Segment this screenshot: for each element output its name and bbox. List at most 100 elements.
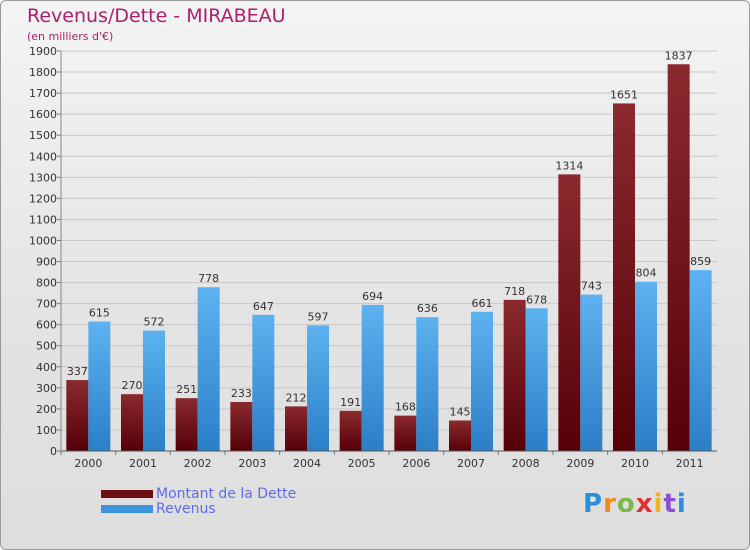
data-label-debt: 251 <box>176 383 197 396</box>
y-tick-label: 1300 <box>29 171 57 184</box>
legend-label-debt: Montant de la Dette <box>156 486 297 502</box>
x-tick-label: 2011 <box>676 457 704 470</box>
y-tick-label: 1800 <box>29 66 57 79</box>
y-axis-ticks: 0 100 200 300 400 500 600 700 800 900 1000 1100 1200… <box>29 45 61 458</box>
y-tick-label: 800 <box>36 277 57 290</box>
bar-revenus <box>471 311 493 451</box>
bar-revenus <box>361 304 384 451</box>
data-label-revenus: 647 <box>253 300 274 313</box>
data-label-revenus: 572 <box>144 316 165 329</box>
bar-revenus <box>525 308 548 451</box>
y-tick-label: 300 <box>36 382 57 395</box>
logo-letter: r <box>603 489 617 519</box>
bar-revenus <box>416 317 439 451</box>
x-tick-label: 2001 <box>129 457 157 470</box>
bar-debt <box>285 406 307 451</box>
x-tick-label: 2010 <box>621 457 649 470</box>
legend-label-revenus: Revenus <box>156 501 216 517</box>
legend-swatch-revenus <box>101 505 153 513</box>
bar-debt <box>558 174 581 452</box>
logo-letter: t <box>663 489 677 519</box>
bar-revenus <box>252 314 275 451</box>
data-label-debt: 337 <box>67 365 88 378</box>
data-label-revenus: 778 <box>198 272 219 285</box>
y-tick-label: 0 <box>50 445 57 458</box>
bar-debt <box>175 398 198 451</box>
grid-lines <box>61 50 717 431</box>
data-label-revenus: 615 <box>89 307 110 320</box>
data-label-revenus: 804 <box>636 267 657 280</box>
bar-debt <box>613 103 635 451</box>
legend-swatch-debt <box>101 490 153 498</box>
y-tick-label: 500 <box>36 340 57 353</box>
data-label-debt: 718 <box>504 285 525 298</box>
data-label-debt: 168 <box>395 401 416 414</box>
data-label-debt: 145 <box>450 405 471 418</box>
data-label-debt: 1651 <box>610 88 638 101</box>
logo-letter: i <box>676 489 687 519</box>
x-tick-label: 2006 <box>402 457 430 470</box>
data-label-debt: 1837 <box>665 49 693 62</box>
chart-title: Revenus/Dette - MIRABEAU <box>27 5 286 27</box>
y-tick-label: 200 <box>36 403 57 416</box>
y-tick-label: 1400 <box>29 150 57 163</box>
bar-debt <box>503 299 526 451</box>
logo-letter: o <box>616 489 636 519</box>
bar-debt <box>339 410 362 451</box>
data-label-revenus: 678 <box>526 293 547 306</box>
x-tick-label: 2002 <box>184 457 212 470</box>
data-label-debt: 212 <box>286 391 307 404</box>
x-tick-label: 2000 <box>74 457 102 470</box>
y-tick-label: 1700 <box>29 87 57 100</box>
logo-letter: P <box>583 489 604 519</box>
bars <box>66 64 712 452</box>
bar-debt <box>667 64 690 451</box>
bar-revenus <box>580 294 603 451</box>
y-tick-label: 600 <box>36 319 57 332</box>
data-label-revenus: 859 <box>690 255 711 268</box>
logo-letter: i <box>653 489 664 519</box>
chart-subtitle: (en milliers d'€) <box>27 30 114 43</box>
bar-debt <box>449 420 471 451</box>
bar-revenus <box>635 281 657 451</box>
bar-revenus <box>307 325 329 451</box>
y-tick-label: 1900 <box>29 45 57 58</box>
data-label-revenus: 661 <box>472 297 493 310</box>
data-label-debt: 1314 <box>555 159 583 172</box>
x-tick-label: 2004 <box>293 457 321 470</box>
data-label-revenus: 743 <box>581 280 602 293</box>
data-label-debt: 191 <box>340 396 361 409</box>
y-tick-label: 1500 <box>29 129 57 142</box>
x-tick-label: 2009 <box>566 457 594 470</box>
y-tick-label: 1100 <box>29 213 57 226</box>
x-tick-label: 2007 <box>457 457 485 470</box>
x-tick-label: 2008 <box>512 457 540 470</box>
bar-revenus <box>197 287 220 451</box>
y-tick-label: 1600 <box>29 108 57 121</box>
y-tick-label: 400 <box>36 361 57 374</box>
x-axis-ticks: 2000 2001 2002 2003 2004 2005 2006 2007 2008 2009… <box>60 451 704 470</box>
bar-revenus <box>689 270 712 451</box>
y-tick-label: 100 <box>36 424 57 437</box>
data-label-debt: 270 <box>122 379 143 392</box>
y-tick-label: 1200 <box>29 192 57 205</box>
data-label-revenus: 636 <box>417 302 438 315</box>
x-tick-label: 2005 <box>348 457 376 470</box>
data-label-debt: 233 <box>231 387 252 400</box>
data-labels: 337 615 270 572 251 778 233 647 212 597 191 694 168 6… <box>67 49 711 418</box>
y-tick-label: 700 <box>36 298 57 311</box>
bar-revenus <box>143 330 165 451</box>
bar-revenus <box>88 321 111 451</box>
x-tick-label: 2003 <box>238 457 266 470</box>
data-label-revenus: 597 <box>308 310 329 323</box>
data-label-revenus: 694 <box>362 290 383 303</box>
y-tick-label: 900 <box>36 256 57 269</box>
bar-debt <box>66 380 89 451</box>
logo-letter: x <box>635 489 654 519</box>
bar-debt <box>394 415 417 451</box>
bar-debt <box>121 394 143 451</box>
y-tick-label: 1000 <box>29 234 57 247</box>
bar-debt <box>230 401 253 451</box>
